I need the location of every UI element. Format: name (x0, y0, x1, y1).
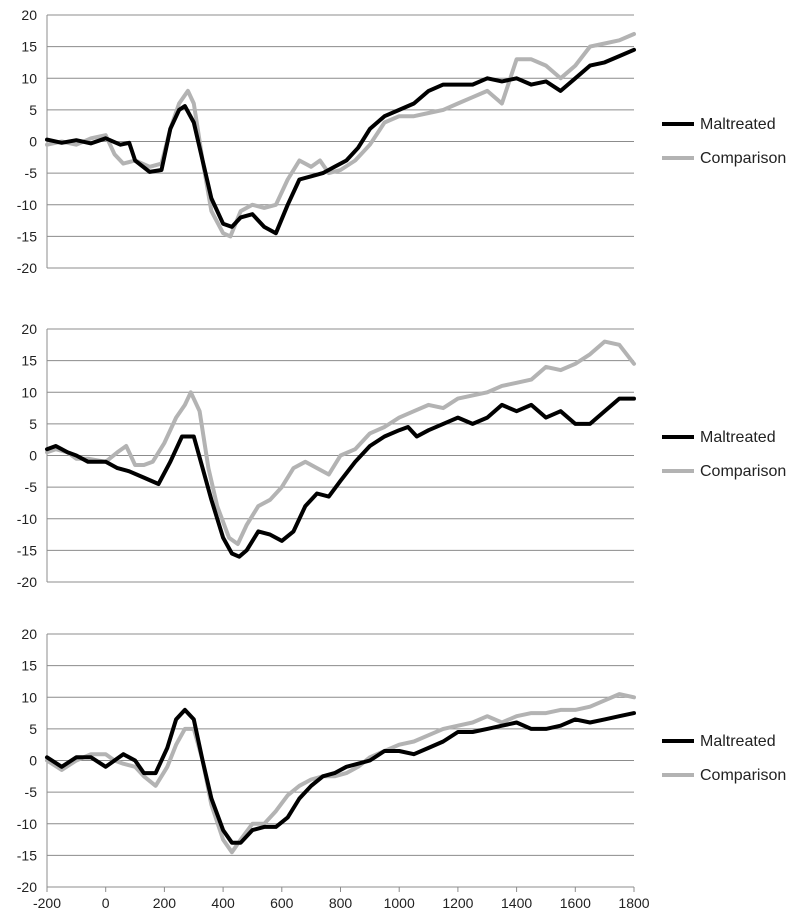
y-tick-label: -5 (25, 479, 38, 495)
x-tick-label: 1400 (501, 895, 532, 911)
y-tick-label: 0 (29, 134, 37, 150)
y-tick-label: -20 (17, 879, 37, 895)
x-tick-label: 200 (153, 895, 177, 911)
y-tick-label: 10 (21, 384, 37, 400)
series-line-comparison (45, 32, 636, 239)
legend-label-maltreated: Maltreated (700, 429, 776, 446)
y-tick-label: -5 (25, 165, 38, 181)
series-line-maltreated (45, 707, 636, 845)
x-tick-label: 0 (102, 895, 110, 911)
y-tick-label: 10 (21, 689, 37, 705)
series-line-comparison (45, 339, 636, 546)
y-tick-label: -5 (25, 784, 38, 800)
x-tick-label: 1000 (384, 895, 415, 911)
x-tick-label: -200 (33, 895, 61, 911)
x-tick-label: 400 (211, 895, 235, 911)
legend-label-comparison: Comparison (700, 150, 786, 167)
y-tick-label: 0 (29, 753, 37, 769)
y-tick-label: 5 (29, 416, 37, 432)
y-tick-label: 20 (21, 626, 37, 642)
y-tick-label: 15 (21, 353, 37, 369)
chart-panel-top: 20 15 10 5 0 -5 -10 -15 -20 Maltreated Comparison (17, 7, 787, 276)
y-tick-label: -15 (17, 847, 37, 863)
legend-label-comparison: Comparison (700, 463, 786, 480)
legend-label-comparison: Comparison (700, 767, 786, 784)
y-tick-label: 5 (29, 102, 37, 118)
chart-panel-bottom: 20 15 10 5 0 -5 -10 -15 -20-200 0 200 400 600 800 1000… (17, 626, 787, 911)
x-tick-label: 1200 (442, 895, 473, 911)
x-tick-label: 1800 (618, 895, 649, 911)
chart-panel-middle: 20 15 10 5 0 -5 -10 -15 -20 Maltreated Comparison (17, 321, 787, 590)
y-tick-label: -10 (17, 511, 37, 527)
y-tick-label: 20 (21, 321, 37, 337)
y-tick-label: -10 (17, 197, 37, 213)
legend-label-maltreated: Maltreated (700, 116, 776, 133)
x-tick-label: 1600 (560, 895, 591, 911)
y-tick-label: -15 (17, 542, 37, 558)
y-tick-label: 15 (21, 658, 37, 674)
y-tick-label: 20 (21, 7, 37, 23)
series-line-maltreated (45, 396, 636, 559)
x-tick-label: 600 (270, 895, 294, 911)
y-tick-label: 0 (29, 448, 37, 464)
y-tick-label: 5 (29, 721, 37, 737)
y-tick-label: -20 (17, 574, 37, 590)
y-tick-label: -15 (17, 228, 37, 244)
series-line-maltreated (45, 47, 636, 236)
y-tick-label: 15 (21, 39, 37, 55)
y-tick-label: -10 (17, 816, 37, 832)
series-line-comparison (45, 692, 636, 855)
legend-label-maltreated: Maltreated (700, 733, 776, 750)
y-tick-label: 10 (21, 70, 37, 86)
y-tick-label: -20 (17, 260, 37, 276)
x-tick-label: 800 (329, 895, 353, 911)
